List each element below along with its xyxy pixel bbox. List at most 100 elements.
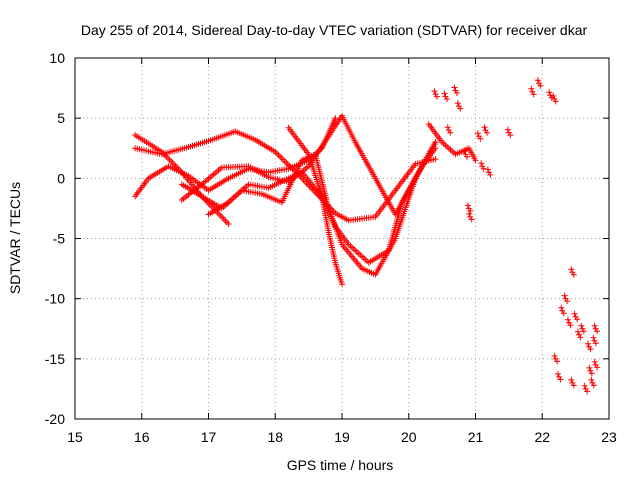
y-tick-label: -5 — [53, 231, 66, 247]
data-point-late-clusters — [530, 91, 537, 98]
x-tick-label: 19 — [334, 429, 350, 445]
data-point-bottom-right — [567, 322, 574, 329]
data-point-late-clusters — [487, 171, 494, 178]
data-point-late-clusters — [504, 126, 511, 133]
data-point-late-clusters — [454, 100, 461, 107]
y-tick-label: 0 — [57, 170, 65, 186]
data-point-bottom-right — [551, 352, 558, 359]
y-axis-label: SDTVAR / TECUs — [7, 182, 23, 294]
y-tick-label: -10 — [45, 291, 65, 307]
y-tick-label: -20 — [45, 411, 65, 427]
data-point-bottom-right — [590, 334, 597, 341]
data-point-bottom-right — [584, 340, 591, 347]
x-axis-label: GPS time / hours — [287, 457, 394, 473]
data-point-bottom-right — [571, 310, 578, 317]
data-point-late-clusters — [447, 129, 454, 136]
data-point-bottom-right — [568, 376, 575, 383]
data-point-arc-b — [276, 153, 283, 160]
data-point-arc-b — [273, 150, 280, 157]
data-point-arc-b — [278, 155, 285, 162]
data-point-late-clusters — [537, 82, 544, 89]
data-point-arc-b — [280, 156, 287, 163]
data-point-late-clusters — [480, 165, 487, 172]
grid-layer — [75, 58, 609, 419]
data-point-arc-a — [225, 221, 232, 228]
data-point-late-clusters — [534, 77, 541, 84]
x-tick-label: 16 — [134, 429, 150, 445]
data-point-bottom-right — [555, 373, 562, 380]
data-point-bottom-right — [587, 346, 594, 353]
data-point-bottom-right — [560, 310, 567, 317]
data-point-bottom-right — [594, 364, 601, 371]
data-point-late-clusters — [441, 90, 448, 97]
y-tick-label: 10 — [49, 50, 65, 66]
data-point-late-clusters — [444, 124, 451, 131]
data-point-late-clusters — [461, 148, 468, 155]
data-point-bottom-right — [568, 266, 575, 273]
data-point-late-clusters — [451, 84, 458, 91]
data-point-arc-b — [275, 151, 282, 158]
data-point-bottom-right — [564, 316, 571, 323]
data-point-arc-b — [281, 158, 288, 165]
data-point-late-clusters — [481, 124, 488, 131]
data-point-late-clusters — [478, 160, 485, 167]
data-point-arc-a — [166, 156, 173, 163]
data-point-late-clusters — [463, 153, 470, 160]
data-point-arc-h — [472, 157, 479, 164]
x-tick-label: 17 — [201, 429, 217, 445]
data-point-bottom-right — [558, 304, 565, 311]
data-point-late-clusters — [552, 98, 559, 105]
plot-frame — [74, 57, 610, 420]
data-point-bottom-right — [586, 364, 593, 371]
data-point-late-clusters — [477, 135, 484, 142]
data-point-late-clusters — [546, 89, 553, 96]
x-tick-label: 20 — [401, 429, 417, 445]
data-point-bottom-right — [574, 316, 581, 323]
x-tick-label: 22 — [534, 429, 550, 445]
data-point-late-clusters — [484, 129, 491, 136]
data-point-bottom-right — [592, 340, 599, 347]
tick-layer: 15 16 17 18 19 20 21 22 23 -20 -15 -10 -5 0 5 10 — [45, 50, 617, 445]
y-tick-label: 5 — [57, 110, 65, 126]
data-point-late-clusters — [433, 93, 440, 100]
data-point-bottom-right — [577, 334, 584, 341]
data-point-late-clusters — [443, 96, 450, 103]
data-point-bottom-right — [554, 370, 561, 377]
data-point-late-clusters — [484, 166, 491, 173]
data-point-bottom-right — [574, 328, 581, 335]
data-point-late-clusters — [550, 92, 557, 99]
x-tick-label: 15 — [67, 429, 83, 445]
data-point-late-clusters — [455, 103, 462, 110]
data-point-arc-e — [432, 139, 439, 146]
data-point-bottom-right — [588, 376, 595, 383]
data-point-bottom-right — [564, 298, 571, 305]
data-point-bottom-right — [570, 271, 577, 278]
data-point-late-clusters — [507, 132, 514, 139]
data-point-arc-c — [332, 115, 339, 122]
data-point-arc-b — [284, 161, 291, 168]
data-point-arc-b — [432, 156, 439, 163]
data-point-arc-g — [339, 281, 345, 288]
data-point-bottom-right — [588, 370, 595, 377]
data-point-bottom-right — [581, 382, 588, 389]
x-tick-label: 18 — [267, 429, 283, 445]
data-point-bottom-right — [570, 382, 577, 389]
data-points — [132, 77, 601, 395]
data-point-bottom-right — [557, 376, 564, 383]
data-point-bottom-right — [591, 322, 598, 329]
data-point-bottom-right — [594, 328, 601, 335]
data-point-bottom-right — [584, 388, 591, 395]
data-point-bottom-right — [580, 328, 587, 335]
data-point-bottom-right — [554, 358, 561, 365]
y-tick-label: -15 — [45, 351, 65, 367]
data-point-late-clusters — [474, 130, 481, 137]
data-point-arc-f — [432, 145, 439, 152]
data-point-arc-b — [283, 159, 290, 166]
data-point-late-clusters — [467, 207, 474, 214]
x-tick-label: 21 — [468, 429, 484, 445]
data-point-late-clusters — [528, 85, 535, 92]
chart-title: Day 255 of 2014, Sidereal Day-to-day VTE… — [81, 22, 588, 38]
data-point-late-clusters — [468, 216, 475, 223]
data-point-arc-b — [330, 208, 337, 215]
